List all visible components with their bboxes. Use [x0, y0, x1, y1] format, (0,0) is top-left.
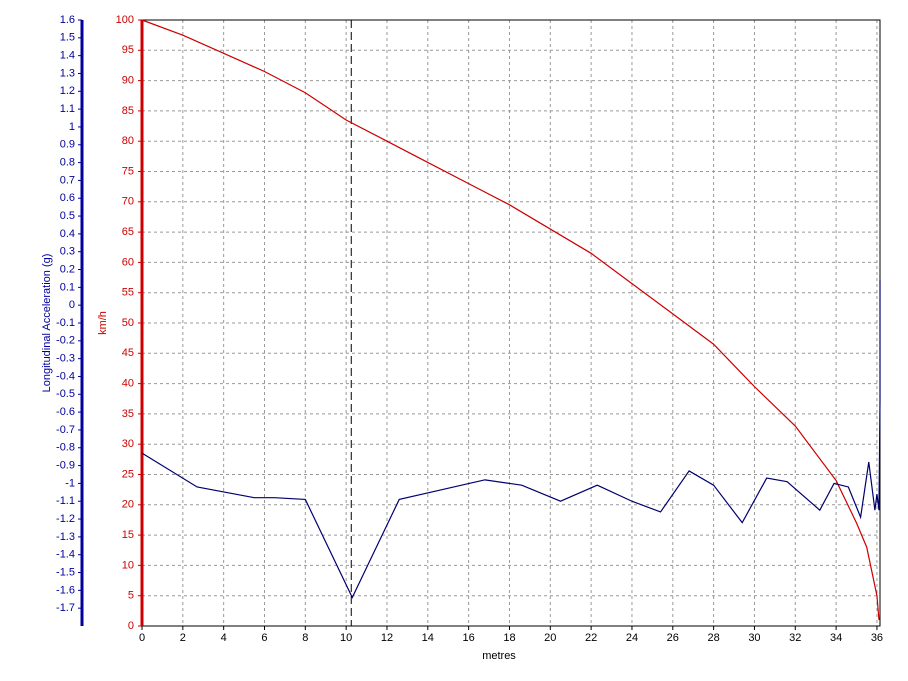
- x-tick-label: 32: [789, 632, 801, 644]
- y2-tick-label: -0.8: [56, 442, 75, 454]
- y2-tick-label: 0.2: [60, 263, 75, 275]
- series-line: [141, 280, 881, 599]
- x-tick-label: 10: [340, 632, 352, 644]
- y2-tick-label: 0.1: [60, 281, 75, 293]
- y-tick-label: 40: [122, 378, 134, 390]
- y-tick-label: 25: [122, 468, 134, 480]
- y2-tick-label: -0.3: [56, 353, 75, 365]
- y2-tick-label: -0.5: [56, 388, 75, 400]
- y-axis-title: km/h: [97, 311, 109, 335]
- y-tick-label: 0: [128, 620, 134, 632]
- y-tick-label: 10: [122, 559, 134, 571]
- y2-tick-label: -0.2: [56, 335, 75, 347]
- y2-tick-label: -1.6: [56, 584, 75, 596]
- y2-tick-label: -1.4: [56, 549, 75, 561]
- y-tick-label: 15: [122, 529, 134, 541]
- y-tick-label: 85: [122, 105, 134, 117]
- x-tick-label: 4: [221, 632, 227, 644]
- y2-tick-label: 0.9: [60, 139, 75, 151]
- x-tick-label: 22: [585, 632, 597, 644]
- x-tick-label: 34: [830, 632, 842, 644]
- y2-tick-label: -0.9: [56, 459, 75, 471]
- x-tick-label: 6: [261, 632, 267, 644]
- y2-tick-label: -0.1: [56, 317, 75, 329]
- y2-tick-label: -1.5: [56, 566, 75, 578]
- y2-tick-label: 0.3: [60, 246, 75, 258]
- y2-tick-label: -1.2: [56, 513, 75, 525]
- y-tick-label: 80: [122, 135, 134, 147]
- y-tick-label: 35: [122, 408, 134, 420]
- y2-tick-label: -0.6: [56, 406, 75, 418]
- x-tick-label: 12: [381, 632, 393, 644]
- y-tick-label: 60: [122, 256, 134, 268]
- x-tick-label: 16: [463, 632, 475, 644]
- y-tick-label: 95: [122, 44, 134, 56]
- y-tick-label: 50: [122, 317, 134, 329]
- y2-tick-label: -1.3: [56, 531, 75, 543]
- y2-tick-label: -1.1: [56, 495, 75, 507]
- y2-tick-label: 0.7: [60, 174, 75, 186]
- y-tick-label: 90: [122, 75, 134, 87]
- y2-tick-label: 0: [69, 299, 75, 311]
- y-tick-label: 30: [122, 438, 134, 450]
- y2-axis-title: Longitudinal Acceleration (g): [41, 254, 53, 393]
- x-tick-label: 36: [871, 632, 883, 644]
- y-tick-label: 45: [122, 347, 134, 359]
- y-tick-label: 75: [122, 165, 134, 177]
- x-tick-label: 20: [544, 632, 556, 644]
- y-tick-label: 70: [122, 196, 134, 208]
- y2-tick-label: -1: [65, 477, 75, 489]
- y2-tick-label: 1: [69, 121, 75, 133]
- x-tick-label: 28: [707, 632, 719, 644]
- y2-tick-label: 1.3: [60, 67, 75, 79]
- y-tick-label: 5: [128, 590, 134, 602]
- y2-tick-label: 1.4: [60, 50, 75, 62]
- y2-tick-label: 1.2: [60, 85, 75, 97]
- y-tick-label: 65: [122, 226, 134, 238]
- y2-tick-label: 1.6: [60, 14, 75, 26]
- y2-tick-label: 0.5: [60, 210, 75, 222]
- x-tick-label: 0: [139, 632, 145, 644]
- x-axis-title: metres: [482, 650, 516, 662]
- y2-tick-label: -0.4: [56, 370, 75, 382]
- y2-tick-label: 0.6: [60, 192, 75, 204]
- x-tick-label: 26: [667, 632, 679, 644]
- x-tick-label: 18: [503, 632, 515, 644]
- y2-tick-label: 0.8: [60, 156, 75, 168]
- x-tick-label: 30: [748, 632, 760, 644]
- y2-tick-label: 0.4: [60, 228, 75, 240]
- y2-tick-label: 1.5: [60, 32, 75, 44]
- x-tick-label: 2: [180, 632, 186, 644]
- x-tick-label: 14: [422, 632, 434, 644]
- y2-tick-label: -0.7: [56, 424, 75, 436]
- y2-tick-label: -1.7: [56, 602, 75, 614]
- x-tick-label: 8: [302, 632, 308, 644]
- y-tick-label: 100: [116, 14, 134, 26]
- y-tick-label: 20: [122, 499, 134, 511]
- x-tick-label: 24: [626, 632, 638, 644]
- series-line: [141, 19, 880, 620]
- y2-tick-label: 1.1: [60, 103, 75, 115]
- y-tick-label: 55: [122, 287, 134, 299]
